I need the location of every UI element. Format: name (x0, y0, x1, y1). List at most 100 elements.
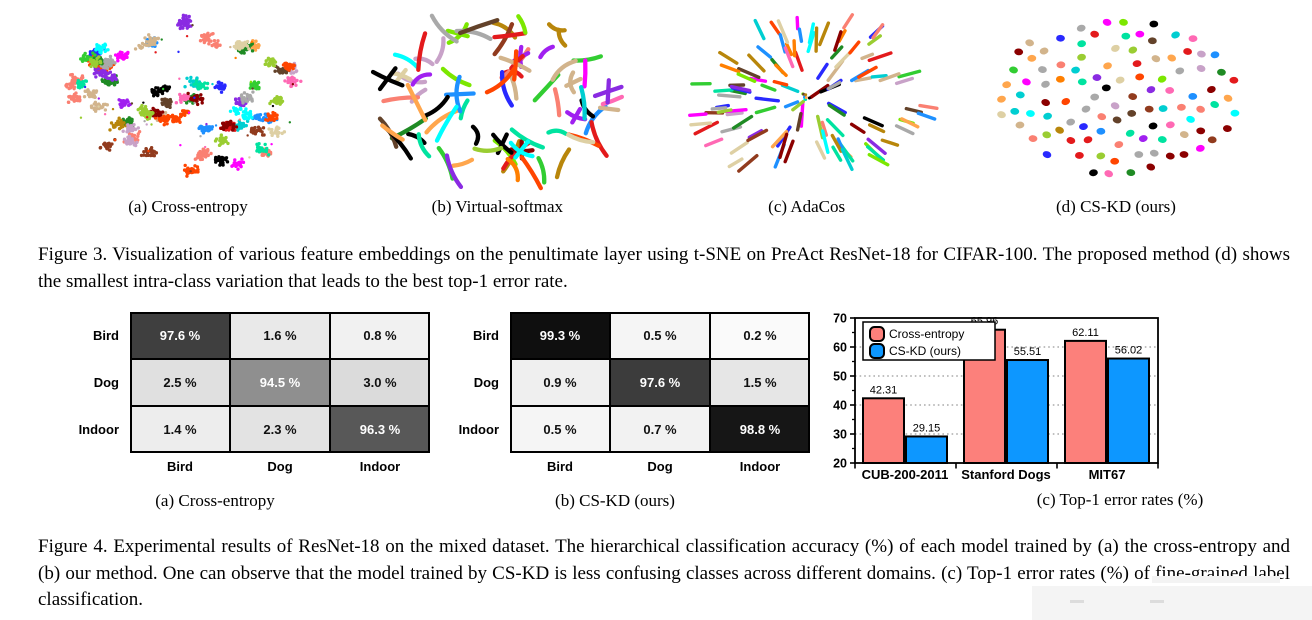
figure3-caption: Figure 3. Visualization of various featu… (38, 244, 1290, 292)
bar (862, 397, 905, 464)
tsne-dot (1115, 76, 1125, 84)
tsne-dot (1077, 53, 1086, 61)
chart-legend: Cross-entropy CS-KD (ours) (862, 321, 996, 361)
tsne-radial-stroke (783, 139, 795, 164)
tsne-dot (1210, 51, 1220, 59)
tsne-cluster (198, 31, 222, 49)
matrix-cell: 0.8 % (330, 312, 430, 359)
tsne-radial-stroke (769, 20, 781, 36)
tsne-radial-stroke (736, 72, 756, 83)
tsne-dot (1055, 75, 1065, 83)
x-category-label: CUB-200-2011 (862, 467, 949, 482)
tsne-radial-stroke (717, 50, 739, 65)
tsne-dot (1171, 31, 1180, 39)
tsne-dot (1043, 112, 1052, 120)
tsne-dot (1056, 61, 1066, 69)
tsne-cluster (232, 39, 251, 51)
tsne-dot (1042, 131, 1052, 139)
tsne-stroke (485, 66, 517, 95)
tsne-cluster (133, 33, 161, 51)
tsne-panel-cross-entropy: (a) Cross-entropy (52, 6, 324, 217)
subfigure-label-b: (b) Virtual-softmax (431, 197, 563, 216)
tsne-cluster (228, 106, 254, 121)
tsne-dot (1144, 105, 1154, 113)
matrix-col-label: Dog (267, 459, 293, 474)
tsne-radial-stroke (725, 111, 744, 117)
tsne-dot (1075, 152, 1084, 159)
tsne-dot (1128, 93, 1138, 100)
tsne-stroke (458, 98, 470, 121)
tsne-dot (1165, 152, 1175, 160)
tsne-radial-stroke (840, 147, 854, 172)
tsne-cluster (213, 133, 230, 148)
tsne-radial-stroke (825, 118, 845, 138)
tsne-stray-dot (178, 77, 181, 80)
tsne-stroke (423, 94, 451, 118)
tsne-panel-virtual-softmax: (b) Virtual-softmax (361, 6, 633, 217)
tsne-dot (1056, 34, 1065, 42)
tsne-radial-stroke (754, 96, 780, 103)
tsne-stroke (410, 72, 433, 87)
x-category-label: Stanford Dogs (961, 467, 1051, 482)
tsne-stray-dot (199, 135, 202, 138)
bar-value-label: 42.31 (870, 384, 898, 396)
tsne-plot-cross-entropy (64, 13, 303, 178)
tsne-dot (1176, 103, 1186, 111)
tsne-stray-dot (187, 111, 191, 114)
tsne-radial-stroke (703, 137, 723, 148)
tsne-radial-stroke (687, 112, 708, 118)
matrix-cell: 94.5 % (230, 359, 330, 406)
subfigure-label-matrix-b: (b) CS-KD (ours) (555, 491, 675, 510)
watermark-strip (1152, 576, 1280, 583)
tsne-dot (1090, 30, 1100, 38)
tsne-radial-stroke (806, 31, 816, 54)
tsne-radial-stroke (728, 88, 747, 96)
matrix-cell: 96.3 % (330, 406, 430, 453)
tsne-stroke (492, 31, 528, 40)
bar-chart-panel: 42.3129.1565.9655.5162.1156.02CUB-200-20… (828, 298, 1308, 510)
matrix-corner (438, 453, 510, 479)
tsne-stroke (601, 94, 625, 107)
matrix-cell: 3.0 % (330, 359, 430, 406)
tsne-cluster (66, 91, 82, 105)
tsne-stroke (605, 78, 612, 105)
tsne-dot (1015, 91, 1025, 99)
tsne-stroke (570, 106, 583, 125)
tsne-stray-dot (249, 80, 253, 84)
tsne-dot (1114, 141, 1124, 149)
tsne-stray-dot (185, 34, 189, 38)
bar (905, 435, 948, 464)
tsne-radial-stroke (820, 120, 828, 137)
tsne-stroke (393, 52, 420, 69)
bar-value-label: 29.15 (913, 422, 941, 434)
tsne-plot-virtual-softmax (371, 13, 625, 191)
tsne-stray-dot (97, 97, 100, 100)
tsne-radial-stroke (817, 21, 830, 47)
tsne-stray-dot (246, 134, 249, 137)
tsne-radial-stroke (831, 145, 842, 162)
tsne-dot (1229, 76, 1239, 84)
tsne-stray-dot (113, 138, 117, 142)
tsne-stroke (434, 36, 446, 64)
tsne-radial-stroke (792, 39, 797, 58)
tsne-cluster (193, 147, 213, 162)
tsne-dot (1127, 110, 1137, 117)
tsne-cluster (94, 42, 110, 55)
tsne-dot (1126, 169, 1136, 176)
tsne-stroke (444, 91, 477, 97)
subfigure-label-matrix-a: (a) Cross-entropy (155, 491, 275, 510)
tsne-stray-dot (161, 87, 165, 91)
tsne-dot (1157, 136, 1167, 143)
tsne-dot (1009, 66, 1018, 74)
y-tick-label: 70 (833, 312, 847, 326)
watermark-mark (1070, 600, 1084, 603)
tsne-dot (1148, 122, 1158, 130)
tsne-dot (1135, 30, 1145, 38)
tsne-stroke (394, 67, 409, 85)
tsne-radial-stroke (856, 65, 878, 79)
tsne-dot (1165, 87, 1175, 94)
tsne-dot (1138, 135, 1148, 142)
confusion-matrix-grid: Bird 99.3 % 0.5 % 0.2 % Dog 0.9 % 97.6 % 1.5 % I… (438, 312, 810, 479)
tsne-stroke (512, 49, 519, 82)
